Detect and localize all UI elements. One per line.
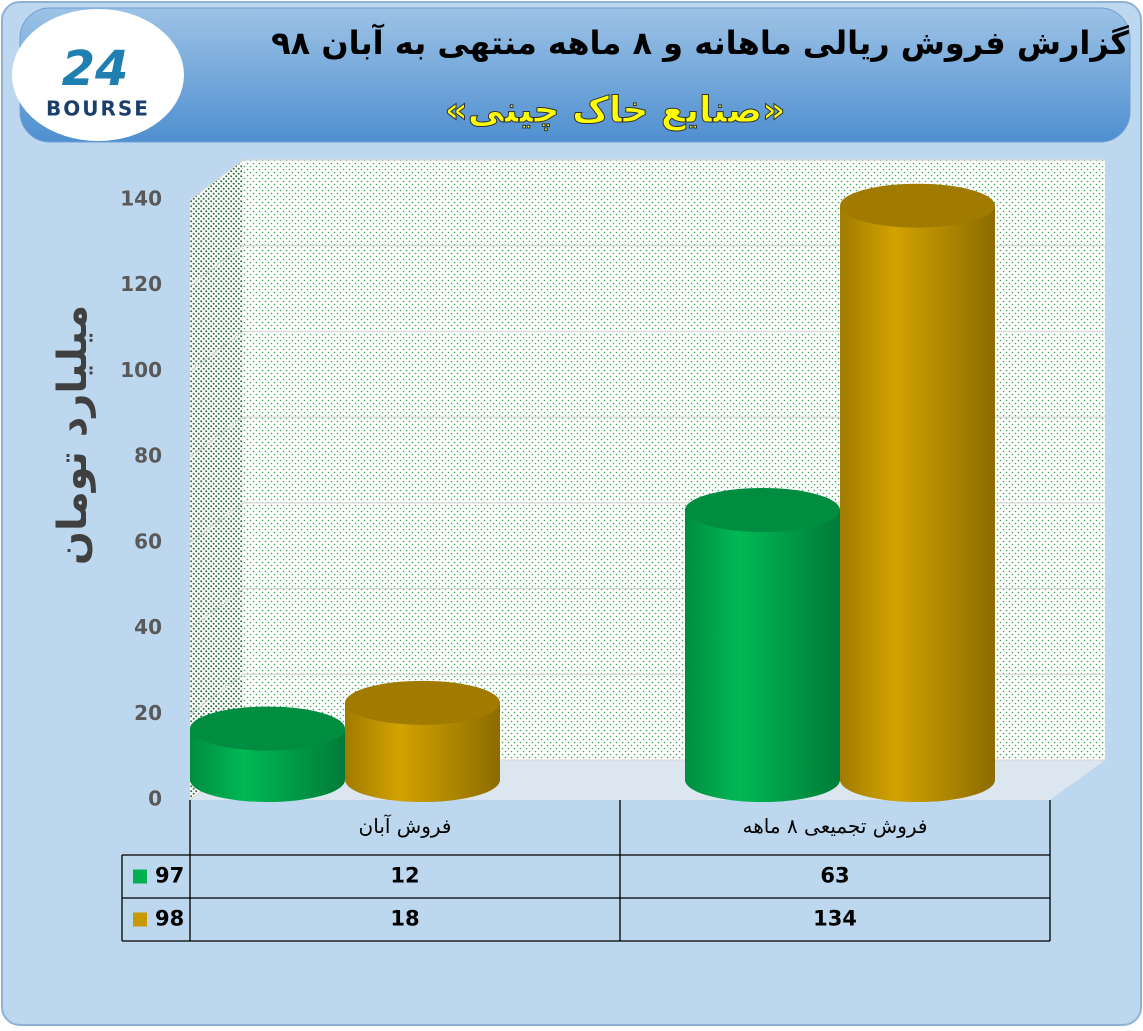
bar: [345, 702, 500, 803]
table-value: 63: [820, 864, 849, 888]
plot: 0 20 40 60 80 100 120 140 فروش آبان فروش تجمیعی ۸…: [120, 159, 1105, 942]
logo-name: BOURSE: [46, 97, 150, 121]
x-tick-label: فروش آبان: [359, 813, 452, 838]
y-tick-label: 120: [120, 272, 162, 296]
table-value: 134: [813, 907, 857, 931]
bar-top: [685, 488, 840, 532]
logo-badge: [12, 9, 184, 141]
y-tick-label: 60: [134, 529, 162, 553]
table-value: 12: [390, 864, 419, 888]
y-tick-label: 140: [120, 187, 162, 211]
legend-swatch: [133, 912, 147, 927]
y-tick-label: 40: [134, 615, 162, 639]
bar-top: [840, 183, 995, 228]
legend-label: 98: [155, 907, 184, 931]
grid-line: [189, 159, 1105, 201]
bar: [685, 510, 840, 803]
y-tick-label: 0: [148, 787, 162, 811]
y-axis-label: میلیارد تومان: [50, 305, 96, 565]
side-wall: [190, 160, 243, 800]
legend-swatch: [133, 869, 147, 884]
legend-label: 97: [155, 864, 184, 888]
y-tick-label: 80: [134, 444, 162, 468]
y-tick-label: 20: [134, 701, 162, 725]
logo-mark: 24: [62, 41, 129, 97]
chart-title: گزارش فروش ریالی ماهانه و ۸ ماهه منتهی ب…: [271, 23, 1129, 62]
chart-subtitle: «صنایع خاک چینی»: [445, 90, 786, 131]
grid-line: [189, 416, 1105, 458]
grid-line: [189, 330, 1105, 372]
y-tick-label: 100: [120, 358, 162, 382]
bar-top: [345, 680, 500, 725]
grid-line: [189, 245, 1105, 287]
x-tick-label: فروش تجمیعی ۸ ماهه: [743, 814, 928, 838]
bar-top: [190, 706, 345, 751]
table-value: 18: [390, 907, 419, 931]
bar: [840, 205, 995, 803]
